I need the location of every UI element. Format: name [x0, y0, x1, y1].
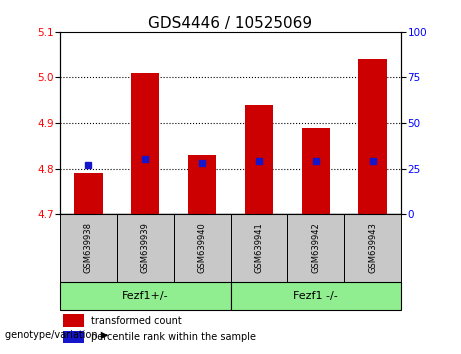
Text: GSM639939: GSM639939 [141, 223, 150, 273]
Text: GSM639938: GSM639938 [84, 222, 93, 274]
Text: Fezf1+/-: Fezf1+/- [122, 291, 169, 301]
Bar [230, 282, 401, 310]
Bar [117, 214, 174, 282]
Text: GSM639941: GSM639941 [254, 223, 263, 273]
Text: transformed count: transformed count [91, 316, 181, 326]
Bar [245, 105, 273, 214]
Bar [188, 155, 216, 214]
Bar [358, 59, 387, 214]
Bar [60, 214, 117, 282]
Bar [344, 214, 401, 282]
Bar [174, 214, 230, 282]
Title: GDS4446 / 10525069: GDS4446 / 10525069 [148, 16, 313, 31]
Bar [131, 73, 160, 214]
Text: percentile rank within the sample: percentile rank within the sample [91, 332, 256, 342]
Text: genotype/variation ▶: genotype/variation ▶ [5, 330, 108, 339]
Bar [287, 214, 344, 282]
Bar [74, 173, 102, 214]
Text: GSM639943: GSM639943 [368, 223, 377, 273]
Text: GSM639940: GSM639940 [198, 223, 207, 273]
Bar [230, 214, 287, 282]
Bar [60, 282, 230, 310]
Bar [301, 127, 330, 214]
Bar [63, 331, 84, 343]
Bar [63, 314, 84, 327]
Text: GSM639942: GSM639942 [311, 223, 320, 273]
Text: Fezf1 -/-: Fezf1 -/- [293, 291, 338, 301]
